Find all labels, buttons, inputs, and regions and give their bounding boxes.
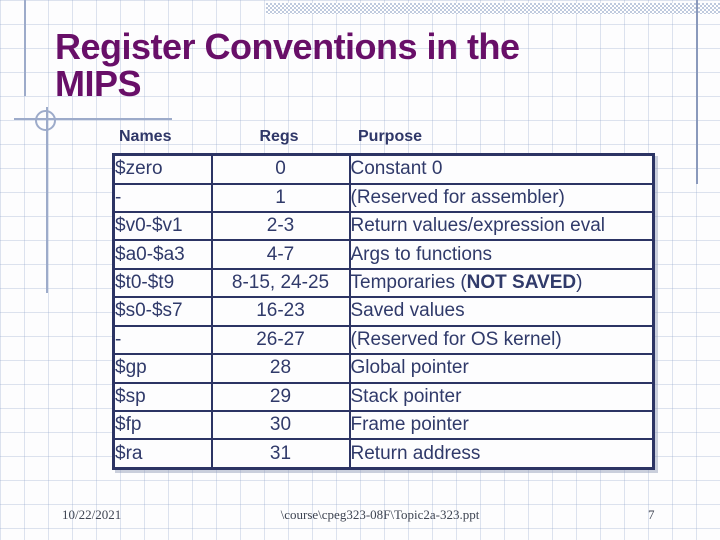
cell-register-name: $a0-$a3 <box>112 239 213 270</box>
cell-register-purpose: Frame pointer <box>348 410 655 441</box>
column-header-regs: Regs <box>259 128 299 145</box>
cell-register-purpose: Temporaries (NOT SAVED) <box>348 267 655 299</box>
cell-register-number: 8-15, 24-25 <box>210 267 351 299</box>
cell-register-name: $sp <box>112 381 213 413</box>
cell-register-number: 0 <box>210 153 351 185</box>
table-row: $s0-$s7 16-23 Saved values <box>112 296 655 327</box>
cell-register-number: 1 <box>210 182 351 213</box>
cell-register-purpose: Constant 0 <box>348 153 655 185</box>
table-row: $fp 30 Frame pointer <box>112 410 655 441</box>
cell-register-purpose: Global pointer <box>348 353 655 384</box>
table-row: $v0-$v1 2-3 Return values/expression eva… <box>112 210 655 242</box>
compass-circle-icon <box>35 110 56 131</box>
cell-register-name: $fp <box>112 410 213 441</box>
footer-date: 10/22/2021 <box>62 507 122 522</box>
table-row: $gp 28 Global pointer <box>112 353 655 384</box>
table-row: - 1 (Reserved for assembler) <box>112 182 655 213</box>
cell-register-name: $t0-$t9 <box>112 267 213 299</box>
column-header-purpose: Purpose <box>358 128 423 145</box>
cell-register-name: $s0-$s7 <box>112 296 213 327</box>
register-table: $zero 0 Constant 0 - 1 (Reserved for ass… <box>112 153 655 470</box>
table-row: $t0-$t9 8-15, 24-25 Temporaries (NOT SAV… <box>112 267 655 299</box>
right-vertical-line-decoration <box>696 0 698 184</box>
cell-register-name: $gp <box>112 353 213 384</box>
table-row: $a0-$a3 4-7 Args to functions <box>112 239 655 270</box>
page-title: Register Conventions in the MIPS <box>55 26 520 104</box>
cell-register-number: 29 <box>210 381 351 413</box>
top-band-decoration <box>266 3 720 14</box>
cell-register-number: 26-27 <box>210 324 351 356</box>
cell-register-number: 30 <box>210 410 351 441</box>
table-row: $zero 0 Constant 0 <box>112 153 655 185</box>
cell-register-number: 4-7 <box>210 239 351 270</box>
cell-register-name: $zero <box>112 153 213 185</box>
crosshair-horizontal-line <box>14 118 172 120</box>
table-row: $sp 29 Stack pointer <box>112 381 655 413</box>
footer-page-number: 7 <box>648 507 655 522</box>
table-row: $ra 31 Return address <box>112 438 655 470</box>
cell-register-number: 31 <box>210 438 351 470</box>
register-table-body: $zero 0 Constant 0 - 1 (Reserved for ass… <box>112 153 655 470</box>
cell-register-purpose: (Reserved for assembler) <box>348 182 655 213</box>
cell-register-name: - <box>112 324 213 356</box>
column-header-names: Names <box>119 128 172 145</box>
cell-register-purpose: Return values/expression eval <box>348 210 655 242</box>
cell-register-purpose: (Reserved for OS kernel) <box>348 324 655 356</box>
crosshair-vertical-line <box>46 107 48 293</box>
left-vertical-line-decoration <box>24 0 26 96</box>
cell-register-number: 16-23 <box>210 296 351 327</box>
cell-register-name: $ra <box>112 438 213 470</box>
cell-register-number: 2-3 <box>210 210 351 242</box>
cell-register-name: - <box>112 182 213 213</box>
cell-register-purpose: Saved values <box>348 296 655 327</box>
cell-register-name: $v0-$v1 <box>112 210 213 242</box>
cell-register-purpose: Args to functions <box>348 239 655 270</box>
cell-register-purpose: Return address <box>348 438 655 470</box>
footer-file-path: \course\cpeg323-08F\Topic2a-323.ppt <box>280 507 480 522</box>
table-row: - 26-27 (Reserved for OS kernel) <box>112 324 655 356</box>
cell-register-purpose: Stack pointer <box>348 381 655 413</box>
cell-register-number: 28 <box>210 353 351 384</box>
